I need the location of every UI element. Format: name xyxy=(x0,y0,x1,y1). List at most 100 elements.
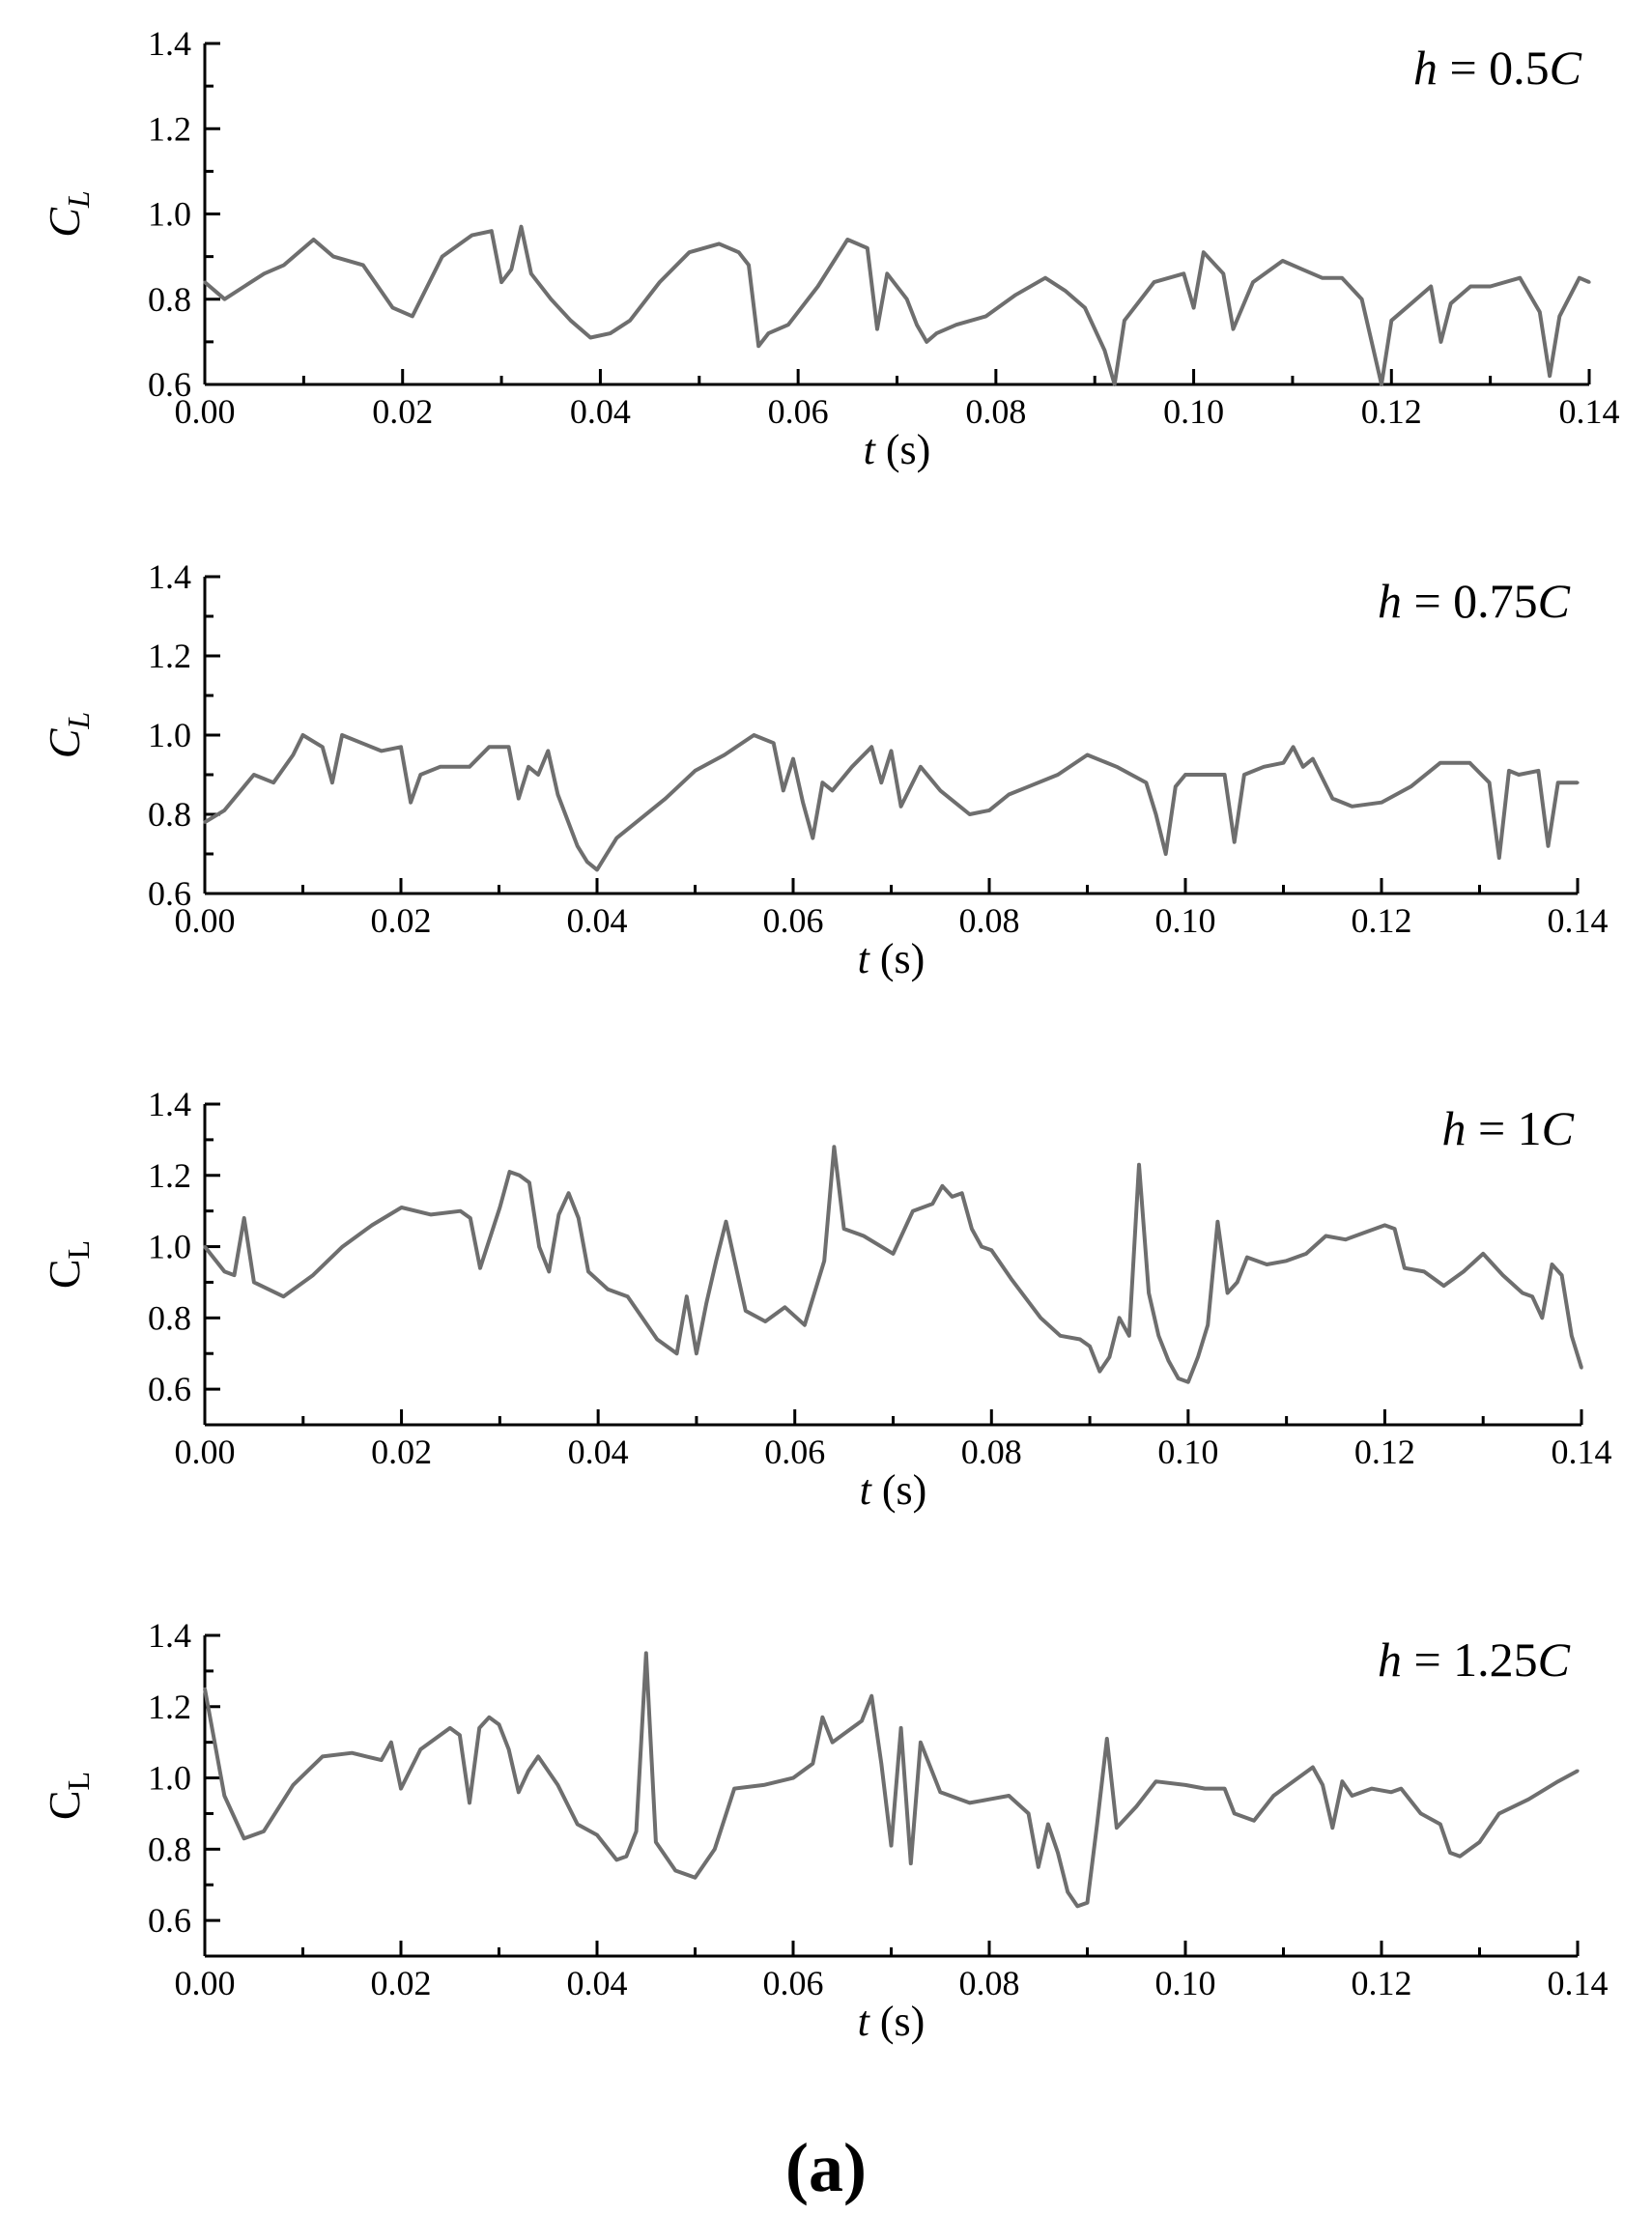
x-tick-label: 0.08 xyxy=(961,1433,1022,1471)
cl-data-point xyxy=(340,1245,345,1249)
cl-data-point xyxy=(487,745,491,749)
cl-data-point xyxy=(968,1801,972,1804)
cl-data-point xyxy=(1311,1765,1315,1770)
y-axis-label: CL xyxy=(40,190,96,237)
cl-data-point xyxy=(840,1733,844,1737)
cl-data-point xyxy=(203,1245,207,1249)
x-tick-label: 0.04 xyxy=(570,392,631,431)
cl-data-point xyxy=(1027,1811,1031,1815)
cl-data-point xyxy=(380,1758,384,1762)
cl-data-point xyxy=(1389,1790,1393,1794)
cl-data-point xyxy=(1410,301,1413,305)
cl-data-point xyxy=(845,238,849,241)
y-tick-label: 0.8 xyxy=(148,280,191,319)
y-tick-label: 1.2 xyxy=(148,109,191,148)
cl-data-point xyxy=(468,1801,471,1804)
cl-data-point xyxy=(300,733,305,737)
cl-data-point xyxy=(811,1762,814,1766)
cl-data-point xyxy=(1252,1819,1256,1823)
cl-data-point xyxy=(1587,280,1591,284)
x-tick-label: 0.12 xyxy=(1354,1433,1415,1471)
cl-data-point xyxy=(925,340,928,344)
cl-data-point xyxy=(370,1223,374,1227)
cl-data-point xyxy=(1007,792,1011,797)
cl-data-point xyxy=(1580,1366,1583,1370)
x-tick-label: 0.12 xyxy=(1352,901,1412,940)
cl-data-point xyxy=(1154,1779,1158,1783)
cl-data-point xyxy=(1578,276,1581,280)
cl-data-point xyxy=(1271,1794,1275,1798)
cl-data-point xyxy=(537,1245,541,1249)
cl-data-point xyxy=(869,1694,873,1698)
cl-data-point xyxy=(1231,327,1236,331)
cl-data-point xyxy=(1118,1316,1122,1320)
y-tick-label: 1.2 xyxy=(148,1156,191,1195)
cl-data-point xyxy=(1304,1252,1308,1256)
cl-data-point xyxy=(938,1790,942,1794)
cl-data-point xyxy=(1115,1826,1119,1830)
cl-data-point xyxy=(1321,1783,1324,1787)
cl-data-point xyxy=(499,280,503,284)
cl-data-point xyxy=(831,788,835,793)
y-tick-label: 0.6 xyxy=(148,1370,191,1408)
cl-data-point xyxy=(1281,259,1285,263)
chart-panel-1: 0.00 0.02 0.04 0.06 0.08 0.10 0.12 0.14 0.6 0.8 1.… xyxy=(40,24,1620,473)
x-tick-label: 0.04 xyxy=(568,1433,629,1471)
y-tick-label: 0.8 xyxy=(148,1830,191,1868)
cl-data-point xyxy=(1007,1794,1011,1798)
cl-data-point xyxy=(441,255,444,259)
cl-data-point xyxy=(644,1651,648,1655)
x-tick-label: 0.02 xyxy=(371,1964,432,2002)
cl-data-point xyxy=(1557,314,1561,318)
chart-panels: 0.00 0.02 0.04 0.06 0.08 0.10 0.12 0.14 0.6 0.8 1.… xyxy=(40,24,1620,2045)
cl-data-point xyxy=(626,1294,630,1298)
cl-data-point xyxy=(312,238,316,241)
cl-data-point xyxy=(1350,805,1354,809)
cl-data-point xyxy=(850,1726,854,1730)
y-axis-label: CL xyxy=(40,712,96,758)
y-tick-label: 1.2 xyxy=(148,637,191,675)
cl-data-point xyxy=(820,781,825,784)
cl-data-point xyxy=(1113,383,1117,386)
cl-data-point xyxy=(1448,1851,1452,1855)
cl-data-point xyxy=(1127,1334,1131,1338)
cl-data-point xyxy=(458,1733,462,1737)
cl-data-point xyxy=(1546,844,1551,848)
cl-data-point xyxy=(860,1718,864,1723)
cl-data-point xyxy=(1403,1266,1407,1270)
cl-data-point xyxy=(418,773,422,777)
cl-data-point xyxy=(1233,840,1237,844)
cl-data-point xyxy=(203,280,207,284)
cl-data-point xyxy=(547,1269,551,1273)
cl-data-point xyxy=(1046,1822,1050,1827)
cl-data-point xyxy=(1409,784,1412,788)
x-tick-label: 0.04 xyxy=(567,1964,628,2002)
cl-data-point xyxy=(1037,1865,1040,1869)
cl-data-point xyxy=(909,1861,913,1865)
cl-data-point xyxy=(1350,1794,1354,1798)
y-tick-label: 1.4 xyxy=(148,1085,191,1123)
cl-data-point xyxy=(1107,1355,1111,1359)
cl-data-point xyxy=(242,284,246,289)
cl-data-point xyxy=(478,1266,482,1270)
chart-panel-3: 0.00 0.02 0.04 0.06 0.08 0.10 0.12 0.14 0.6 0.8 1.… xyxy=(40,1085,1612,1514)
cl-data-point xyxy=(1489,284,1493,289)
cl-data-point xyxy=(1501,1273,1505,1277)
cl-data-point xyxy=(1233,1811,1237,1815)
cl-data-point xyxy=(282,263,286,267)
y-tick-label: 1.4 xyxy=(148,557,191,596)
cl-data-point xyxy=(693,769,698,773)
cl-data-point xyxy=(752,733,756,737)
cl-data-point xyxy=(1056,1851,1060,1855)
x-tick-label: 0.06 xyxy=(763,1964,824,2002)
cl-data-point xyxy=(1144,781,1148,784)
cl-data-point xyxy=(1488,781,1492,784)
cl-data-point xyxy=(536,773,540,777)
x-tick-label: 0.00 xyxy=(175,901,236,940)
cl-series-line xyxy=(203,733,1578,872)
cl-data-point xyxy=(1223,773,1227,777)
cl-data-point xyxy=(350,1751,354,1755)
cl-data-point xyxy=(1301,765,1305,769)
cl-data-point xyxy=(1517,773,1521,777)
cl-data-point xyxy=(588,335,592,340)
